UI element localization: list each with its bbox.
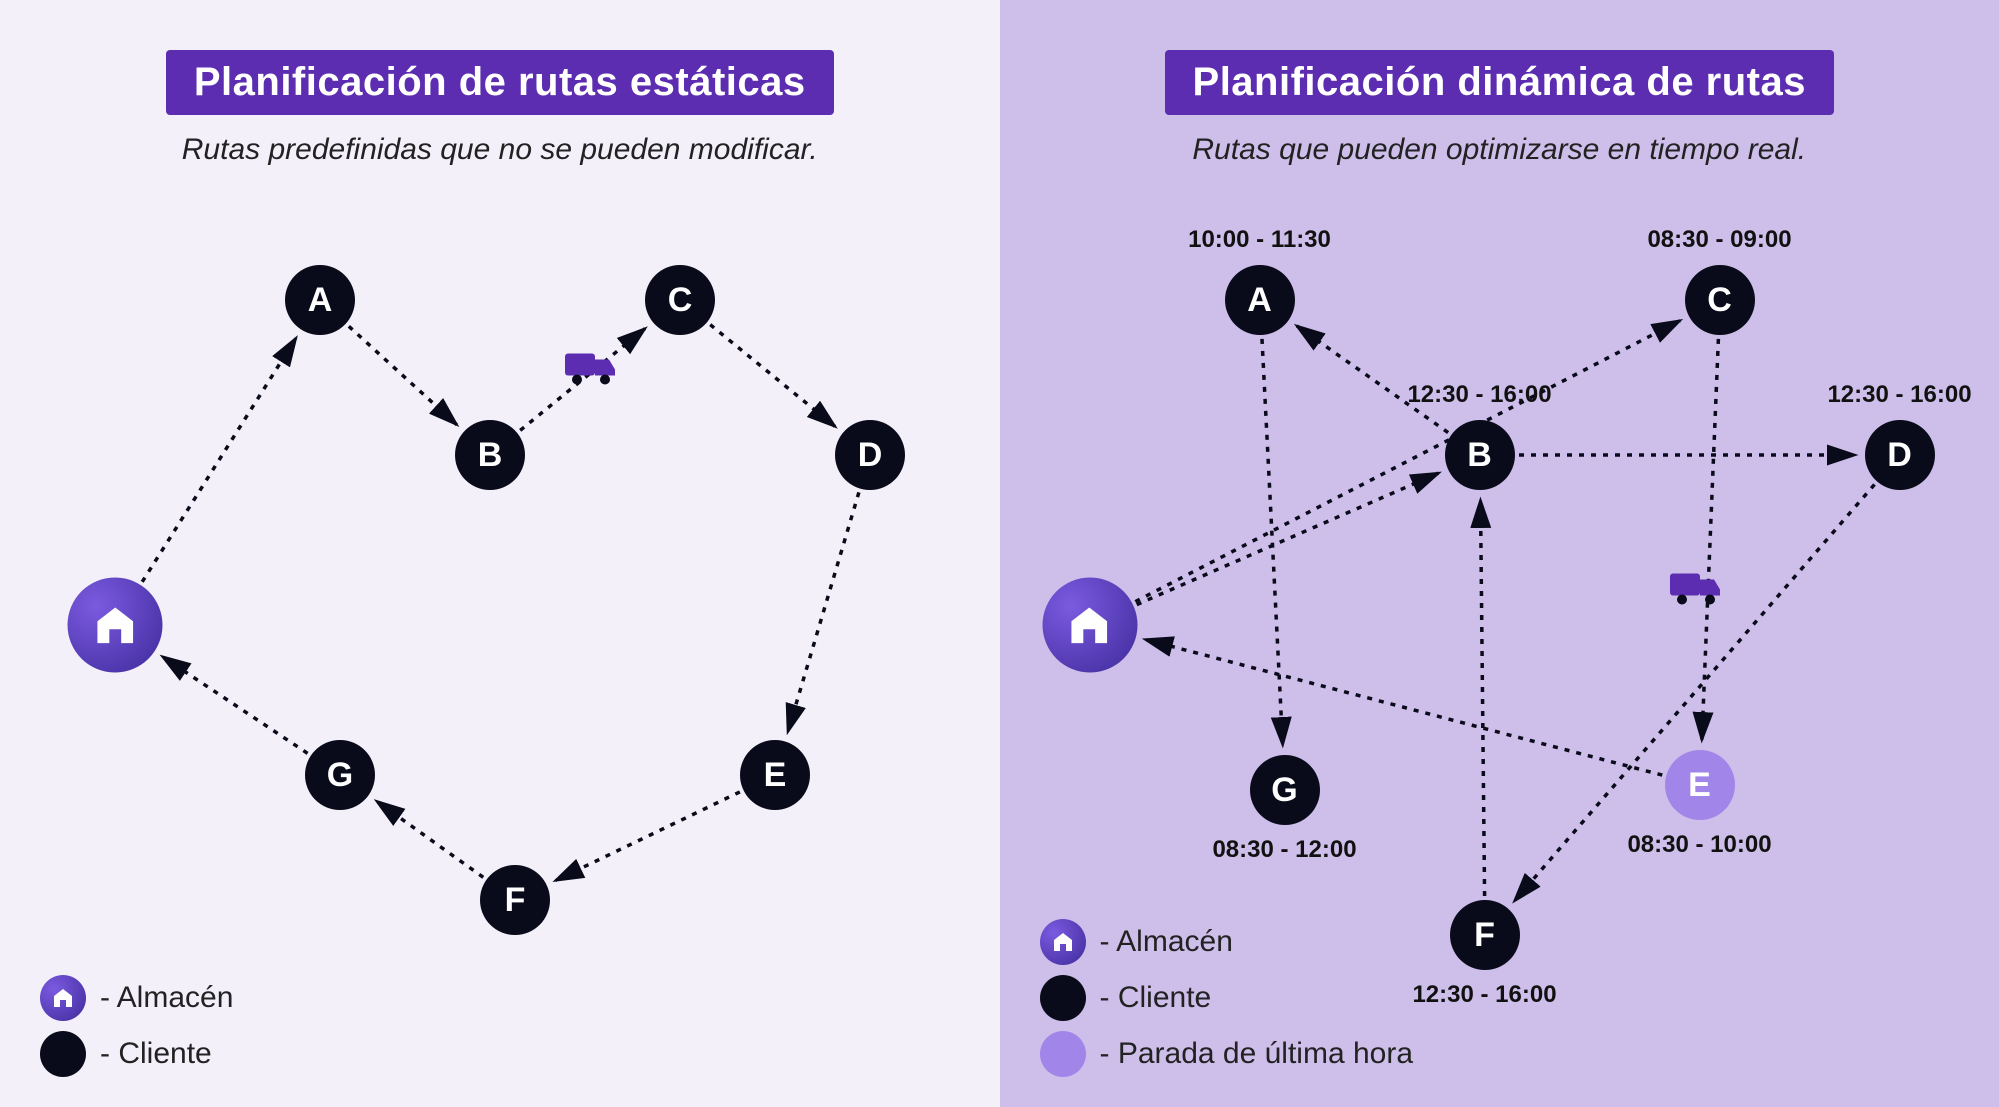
route-edge xyxy=(1135,321,1680,602)
legend-row-warehouse: - Almacén xyxy=(40,975,233,1021)
legend-row-client: - Cliente xyxy=(40,1031,233,1077)
route-edge xyxy=(1296,326,1447,433)
route-edge xyxy=(1701,339,1718,740)
route-edge xyxy=(1261,339,1282,745)
lastminute-icon xyxy=(1040,1031,1086,1077)
legend-dynamic: - Almacén - Cliente - Parada de última h… xyxy=(1040,909,1414,1077)
route-edge xyxy=(1145,639,1662,775)
legend-row-client: - Cliente xyxy=(1040,975,1414,1021)
legend-label: - Parada de última hora xyxy=(1100,1037,1414,1071)
route-edge xyxy=(520,328,645,430)
route-edge xyxy=(349,326,457,424)
warehouse-icon xyxy=(40,975,86,1021)
route-edge xyxy=(142,338,296,582)
route-edge xyxy=(377,801,484,877)
edges-static xyxy=(0,0,1000,1107)
legend-label: - Cliente xyxy=(100,1037,212,1071)
panel-static-routing: Planificación de rutas estáticas Rutas p… xyxy=(0,0,1000,1107)
panel-dynamic-routing: Planificación dinámica de rutas Rutas qu… xyxy=(1000,0,1999,1107)
route-edge xyxy=(788,492,859,731)
legend-label: - Almacén xyxy=(100,981,233,1015)
route-edge xyxy=(162,657,307,754)
warehouse-icon xyxy=(1040,919,1086,965)
legend-label: - Almacén xyxy=(1100,925,1233,959)
legend-row-lastminute: - Parada de última hora xyxy=(1040,1031,1414,1077)
legend-static: - Almacén - Cliente xyxy=(40,965,233,1077)
legend-row-warehouse: - Almacén xyxy=(1040,919,1414,965)
route-edge xyxy=(1480,500,1484,896)
route-edge xyxy=(556,792,740,881)
route-edge xyxy=(710,325,835,427)
route-edge xyxy=(1514,485,1874,901)
client-icon xyxy=(40,1031,86,1077)
client-icon xyxy=(1040,975,1086,1021)
route-edge xyxy=(1136,473,1438,605)
legend-label: - Cliente xyxy=(1100,981,1212,1015)
